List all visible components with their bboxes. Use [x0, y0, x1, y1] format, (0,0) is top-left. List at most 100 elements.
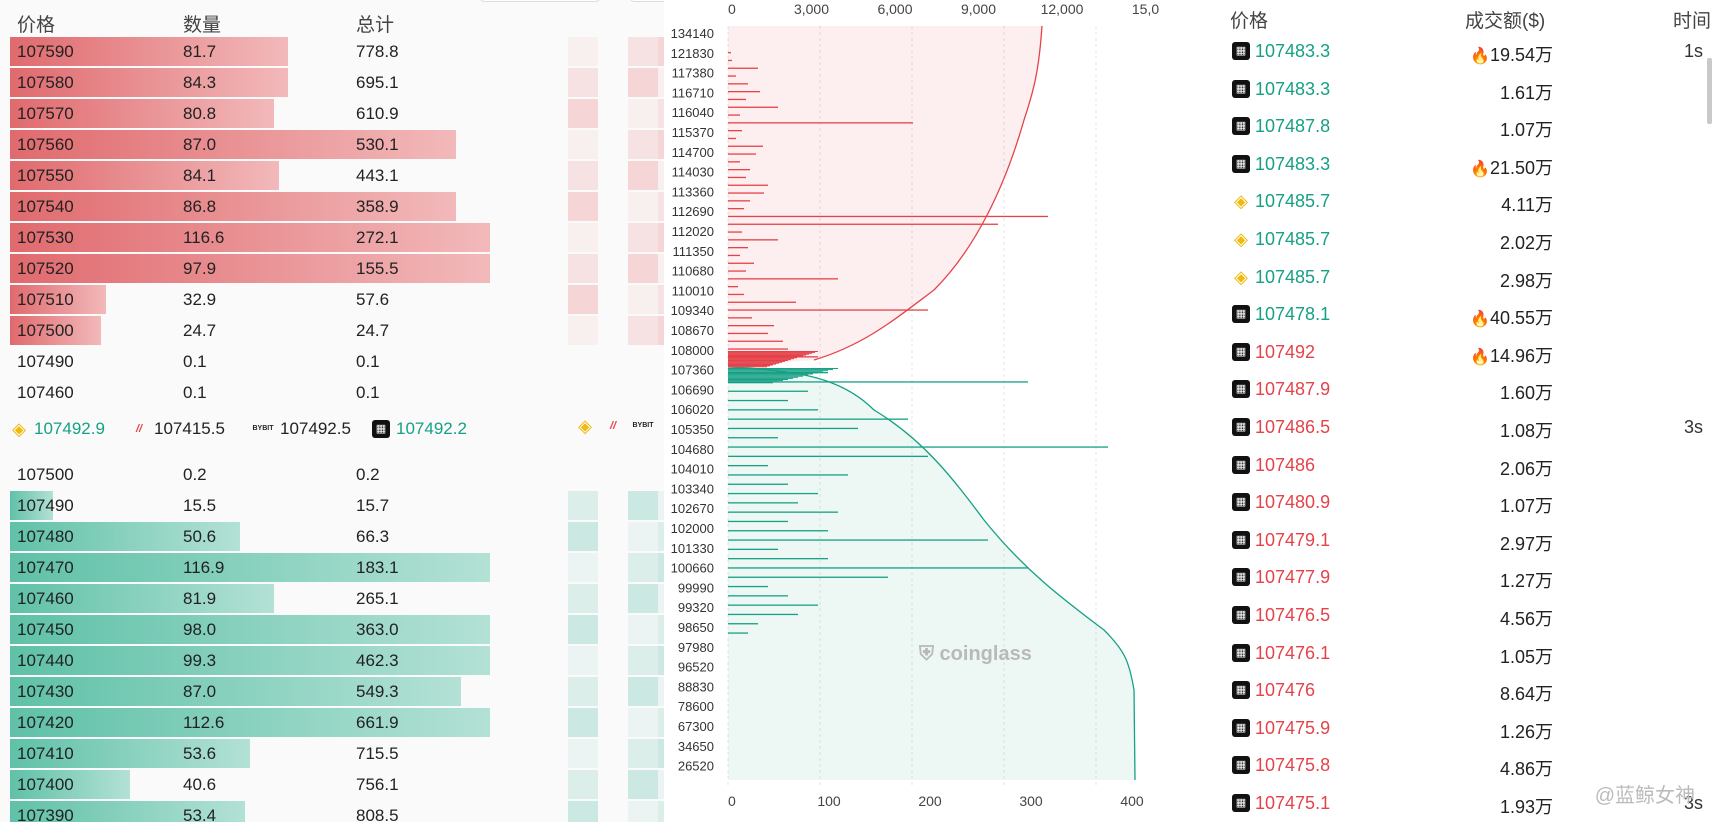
bid-level-bar	[728, 380, 783, 382]
trade-amount-value: 4.86万	[1499, 759, 1553, 780]
trade-row[interactable]: ◈ 107485.7 2.02万	[1222, 221, 1713, 258]
price-axis-label: 101330	[671, 541, 714, 556]
trade-row[interactable]: ▦ 107486 2.06万	[1222, 447, 1713, 484]
bid-row[interactable]: 107470 116.9 183.1	[0, 552, 500, 583]
ask-row[interactable]: 107590 81.7 778.8	[0, 36, 500, 67]
bid-row[interactable]: 107500 0.2 0.2	[0, 459, 500, 490]
ask-level-bar	[728, 364, 773, 366]
heat-cell	[628, 770, 658, 799]
okx-icon: ▦	[1232, 79, 1250, 98]
trade-amount: 2.02万	[1500, 229, 1553, 255]
ask-level-bar	[728, 363, 776, 365]
trade-row[interactable]: ▦ 107487.9 1.60万	[1222, 371, 1713, 408]
bid-total: 462.3	[356, 651, 399, 670]
heat-cell	[628, 739, 658, 768]
ask-level-bar	[728, 153, 756, 155]
bid-qty: 53.6	[183, 744, 217, 763]
ask-row[interactable]: 107510 32.9 57.6	[0, 284, 500, 315]
binance-icon[interactable]: ◈	[578, 416, 592, 436]
bid-level-bar	[728, 502, 798, 504]
trade-row[interactable]: ▦ 107476.5 4.56万	[1222, 597, 1713, 634]
ask-row[interactable]: 107530 116.6 272.1	[0, 222, 500, 253]
bid-level-bar	[728, 369, 833, 371]
depth-bar	[10, 584, 274, 613]
ask-level-bar	[728, 98, 746, 101]
ticker-binance[interactable]: ◈ 107492.9	[10, 419, 105, 439]
view-tab-1[interactable]	[480, 0, 600, 2]
trade-row[interactable]: ▦ 107480.9 1.07万	[1222, 484, 1713, 521]
heat-cell	[568, 285, 598, 314]
bid-row[interactable]: 107450 98.0 363.0	[0, 614, 500, 645]
ask-row[interactable]: 107570 80.8 610.9	[0, 98, 500, 129]
ticker-okx[interactable]: ▦ 107492.2	[372, 419, 467, 439]
ask-row[interactable]: 107540 86.8 358.9	[0, 191, 500, 222]
ticker-bitget[interactable]: // 107415.5	[130, 419, 225, 439]
ask-level-bar	[728, 353, 809, 355]
trade-row[interactable]: ▦ 107475.1 1.93万 3s	[1222, 785, 1713, 822]
bid-level-bar	[728, 377, 793, 379]
bid-row[interactable]: 107410 53.6 715.5	[0, 738, 500, 769]
trade-row[interactable]: ▦ 107476 8.64万	[1222, 672, 1713, 709]
bid-row[interactable]: 107390 53.4 808.5	[0, 800, 500, 822]
trade-row[interactable]: ▦ 107483.3 1.61万	[1222, 71, 1713, 108]
price-axis-label: 111350	[673, 244, 714, 259]
ask-level-bar	[728, 361, 782, 363]
bid-row[interactable]: 107440 99.3 462.3	[0, 645, 500, 676]
bid-level-bar	[728, 623, 758, 625]
top-axis-tick: 15,0	[1132, 1, 1159, 17]
ask-level-bar	[728, 52, 731, 54]
ask-level-bar	[728, 176, 746, 179]
bid-row[interactable]: 107490 15.5 15.7	[0, 490, 500, 521]
depth-bar	[10, 192, 456, 221]
trade-row[interactable]: ◈ 107485.7 4.11万	[1222, 183, 1713, 220]
trades-scrollbar[interactable]	[1707, 58, 1712, 124]
ticker-bybit[interactable]: BYBIT 107492.5	[252, 419, 351, 439]
trade-row[interactable]: ▦ 107486.5 1.08万 3s	[1222, 409, 1713, 446]
bybit-icon[interactable]: BYBIT	[632, 422, 654, 429]
trade-row[interactable]: ▦ 107492 🔥14.96万	[1222, 334, 1713, 371]
header-qty: 数量	[183, 15, 222, 36]
trade-amount: 1.07万	[1500, 116, 1553, 142]
ask-row[interactable]: 107520 97.9 155.5	[0, 253, 500, 284]
heat-cell	[568, 192, 598, 221]
ask-level-bar	[728, 360, 785, 362]
ask-qty: 87.0	[183, 135, 217, 154]
ask-row[interactable]: 107580 84.3 695.1	[0, 67, 500, 98]
depth-bar	[10, 677, 461, 706]
ask-row[interactable]: 107500 24.7 24.7	[0, 315, 500, 346]
trade-row[interactable]: ▦ 107478.1 🔥40.55万	[1222, 296, 1713, 333]
trade-row[interactable]: ▦ 107479.1 2.97万	[1222, 522, 1713, 559]
bid-row[interactable]: 107430 87.0 549.3	[0, 676, 500, 707]
trade-row[interactable]: ▦ 107475.8 4.86万	[1222, 747, 1713, 784]
bid-row[interactable]: 107420 112.6 661.9	[0, 707, 500, 738]
bid-row[interactable]: 107400 40.6 756.1	[0, 769, 500, 800]
bitget-icon[interactable]: //	[609, 420, 617, 432]
price-axis-label: 108670	[671, 323, 714, 338]
ask-price: 107550	[17, 166, 74, 185]
top-axis-tick: 9,000	[961, 1, 996, 17]
trade-amount-value: 1.93万	[1499, 797, 1553, 817]
trade-row[interactable]: ▦ 107476.1 1.05万	[1222, 635, 1713, 672]
trade-amount-value: 2.06万	[1499, 458, 1553, 479]
bid-row[interactable]: 107480 50.6 66.3	[0, 521, 500, 552]
trade-row[interactable]: ▦ 107475.9 1.26万	[1222, 710, 1713, 747]
fire-icon: 🔥	[1470, 348, 1490, 366]
top-axis-tick: 12,000	[1041, 1, 1084, 17]
ask-row[interactable]: 107490 0.1 0.1	[0, 346, 500, 377]
price-axis-label: 114700	[672, 145, 714, 160]
trade-row[interactable]: ▦ 107487.8 1.07万	[1222, 108, 1713, 145]
bid-row[interactable]: 107460 81.9 265.1	[0, 583, 500, 614]
ask-row[interactable]: 107460 0.1 0.1	[0, 377, 500, 408]
depth-bar	[10, 708, 490, 737]
trade-price: 107476.1	[1255, 642, 1331, 663]
ask-row[interactable]: 107550 84.1 443.1	[0, 160, 500, 191]
trade-row[interactable]: ▦ 107477.9 1.27万	[1222, 559, 1713, 596]
trade-row[interactable]: ◈ 107485.7 2.98万	[1222, 259, 1713, 296]
bid-price: 107450	[17, 620, 74, 639]
fire-icon: 🔥	[1470, 160, 1490, 178]
trade-row[interactable]: ▦ 107483.3 🔥19.54万 1s	[1222, 33, 1713, 70]
ask-total: 24.7	[356, 321, 390, 340]
bid-level-bar	[728, 455, 928, 457]
trade-row[interactable]: ▦ 107483.3 🔥21.50万	[1222, 146, 1713, 183]
ask-row[interactable]: 107560 87.0 530.1	[0, 129, 500, 160]
